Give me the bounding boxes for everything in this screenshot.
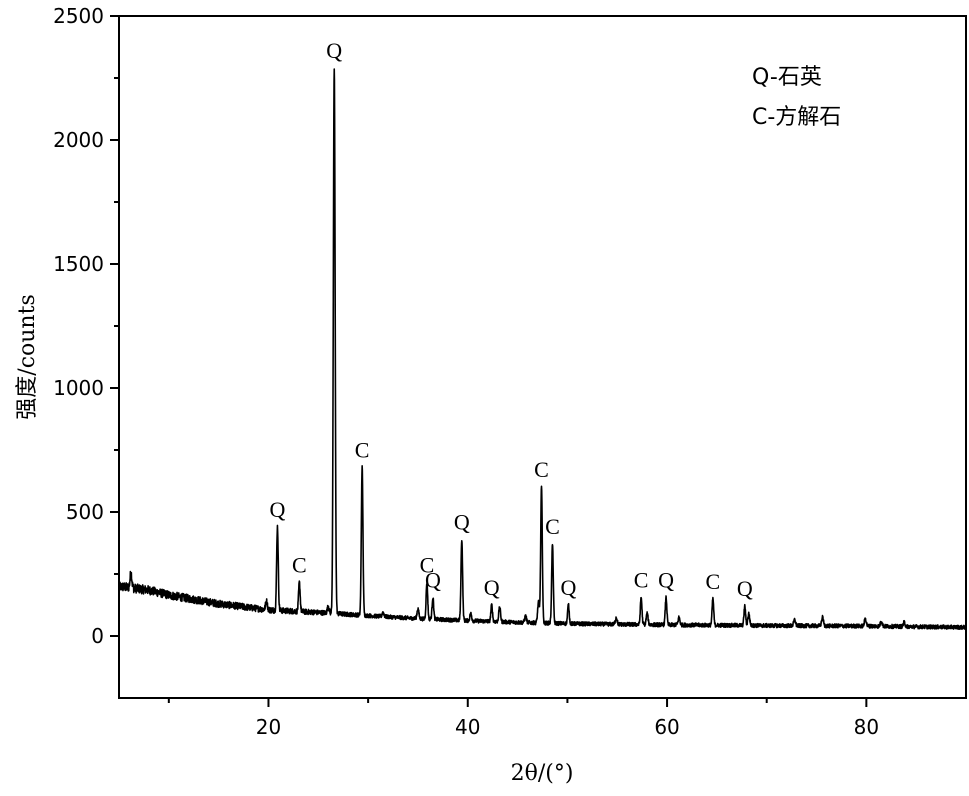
y-tick-label: 2000 [53,128,104,152]
x-tick-label: 40 [455,715,480,739]
peak-label-quartz: Q [658,568,674,593]
xrd-trace [119,68,966,630]
peak-label-calcite: C [534,457,549,482]
y-tick-label: 500 [66,500,104,524]
x-tick-label: 60 [654,715,679,739]
y-tick-label: 0 [91,624,104,648]
legend-entry-quartz: Q-石英 [752,65,822,90]
peak-label-calcite: C [292,553,307,578]
x-tick-label: 20 [256,715,281,739]
peak-label-quartz: Q [560,575,576,600]
peak-label-calcite: C [634,568,649,593]
x-tick-label: 80 [854,715,879,739]
peak-label-quartz: Q [269,497,285,522]
y-tick-label: 2500 [53,4,104,28]
peak-label-quartz: Q [425,568,441,593]
y-axis-title: 强度/counts [15,294,40,419]
peak-label-quartz: Q [484,575,500,600]
peak-label-calcite: C [545,514,560,539]
peak-label-calcite: C [706,569,721,594]
peak-label-calcite: C [355,437,370,462]
plot-frame [118,15,967,699]
peak-label-quartz: Q [737,576,753,601]
peak-label-quartz: Q [454,509,470,534]
y-tick-label: 1500 [53,252,104,276]
y-axis-ticks: 0 500 1000 1500 2000 2500 [53,4,119,648]
peak-label-calcite: C [420,553,435,578]
x-axis-ticks: 20 40 60 80 [167,698,879,739]
legend-entry-calcite: C-方解石 [752,105,841,130]
legend: Q-石英 C-方解石 [752,65,841,130]
peak-label-quartz: Q [326,38,342,63]
x-axis-title: 2θ/(°) [511,761,574,786]
y-tick-label: 1000 [53,376,104,400]
